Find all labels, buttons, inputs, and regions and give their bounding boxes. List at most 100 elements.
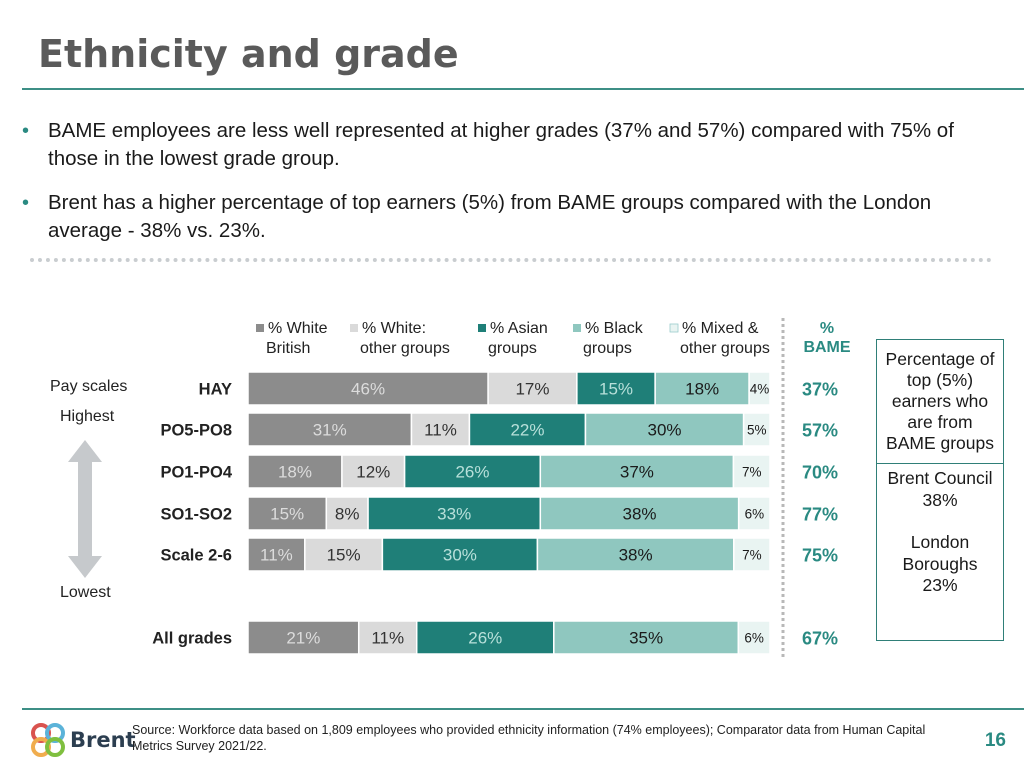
legend-label-mixed: % Mixed & bbox=[682, 320, 759, 337]
bar-segment-asian bbox=[367, 496, 542, 531]
stacked-bar-chart: % White British % White: other groups % Asia… bbox=[0, 300, 1024, 680]
bame-percent-value: 57% bbox=[802, 421, 838, 441]
bar-label-white-other: 11% bbox=[371, 629, 404, 648]
bar-label-white-british: 46% bbox=[351, 380, 385, 399]
legend-swatch-white-british bbox=[256, 324, 264, 332]
bar-segment-white-british bbox=[247, 620, 360, 655]
category-label: PO1-PO4 bbox=[160, 464, 232, 482]
double-arrow-icon bbox=[68, 440, 102, 578]
bar-label-white-british: 18% bbox=[278, 463, 312, 482]
legend-swatch-mixed bbox=[669, 323, 679, 333]
bar-label-mixed: 7% bbox=[742, 548, 762, 563]
bar-segment-white-other bbox=[487, 371, 578, 406]
bar-segment-white-other bbox=[304, 537, 384, 572]
bar-label-mixed: 5% bbox=[747, 423, 767, 438]
bar-label-white-other: 12% bbox=[356, 463, 390, 482]
bar-segment-asian bbox=[381, 537, 539, 572]
bar-segment-asian bbox=[403, 454, 542, 489]
legend-label-asian-line2: groups bbox=[488, 340, 537, 357]
bar-segment-asian bbox=[415, 620, 555, 655]
bar-label-white-other: 15% bbox=[327, 546, 361, 565]
bar-label-asian: 26% bbox=[468, 629, 502, 648]
bar-segment-black bbox=[539, 496, 740, 531]
bar-label-asian: 30% bbox=[443, 546, 477, 565]
brent-logo: Brent bbox=[30, 722, 136, 758]
brent-logo-text: Brent bbox=[70, 728, 136, 752]
bar-segment-mixed bbox=[732, 454, 771, 489]
bar-segment-black bbox=[536, 537, 735, 572]
bullet-dot-icon: • bbox=[22, 192, 30, 214]
legend-label-white-british-line2: British bbox=[266, 340, 310, 357]
bullet-item: • Brent has a higher percentage of top e… bbox=[22, 189, 1002, 245]
bar-label-black: 38% bbox=[619, 546, 653, 565]
london-value: 23% bbox=[922, 575, 958, 595]
category-label: SO1-SO2 bbox=[160, 506, 232, 524]
bullet-text: Brent has a higher percentage of top ear… bbox=[48, 191, 932, 242]
bame-percent-value: 70% bbox=[802, 463, 838, 483]
category-label: Scale 2-6 bbox=[160, 547, 232, 565]
bar-label-black: 35% bbox=[629, 629, 663, 648]
category-label: PO5-PO8 bbox=[160, 422, 232, 440]
bullet-text: BAME employees are less well represented… bbox=[48, 119, 954, 170]
brent-value: 38% bbox=[922, 489, 958, 510]
bar-segment-mixed bbox=[748, 371, 771, 406]
top-earners-box: Percentage of top (5%) earners who are f… bbox=[876, 339, 1004, 641]
category-label: HAY bbox=[199, 381, 232, 399]
bar-label-white-other: 8% bbox=[335, 505, 360, 524]
highest-label: Highest bbox=[60, 408, 115, 425]
dotted-divider bbox=[30, 258, 992, 262]
bame-percent-value: 77% bbox=[802, 505, 838, 525]
bar-segment-black bbox=[553, 620, 740, 655]
bame-percent-value: 37% bbox=[802, 380, 838, 400]
bar-label-asian: 22% bbox=[510, 421, 544, 440]
bame-percent-value: 75% bbox=[802, 546, 838, 566]
bar-label-black: 18% bbox=[685, 380, 719, 399]
footer-divider bbox=[22, 708, 1024, 710]
title-divider bbox=[22, 88, 1024, 90]
london-label: London Boroughs bbox=[902, 532, 978, 574]
bar-label-asian: 33% bbox=[437, 505, 471, 524]
brent-logo-icon bbox=[31, 723, 65, 757]
legend-swatch-asian bbox=[478, 324, 486, 332]
bar-segment-black bbox=[584, 412, 745, 447]
page-number: 16 bbox=[984, 730, 1006, 751]
bar-label-white-british: 31% bbox=[313, 421, 347, 440]
category-label: All grades bbox=[152, 630, 232, 648]
legend-swatch-white-other bbox=[350, 324, 358, 332]
bar-segment-white-british bbox=[247, 371, 489, 406]
legend-swatch-black bbox=[573, 324, 581, 332]
bar-segment-white-other bbox=[410, 412, 471, 447]
bar-label-black: 30% bbox=[648, 421, 682, 440]
bar-label-white-british: 11% bbox=[260, 546, 293, 565]
bar-label-black: 37% bbox=[620, 463, 654, 482]
bullet-dot-icon: • bbox=[22, 120, 30, 142]
bar-segment-white-british bbox=[247, 496, 328, 531]
legend-label-white-other: % White: bbox=[362, 320, 426, 337]
bar-segment-mixed bbox=[742, 412, 771, 447]
legend-label-black: % Black bbox=[585, 320, 644, 337]
bar-label-white-british: 21% bbox=[286, 629, 320, 648]
chart-svg: % White British % White: other groups % Asia… bbox=[152, 318, 851, 658]
bar-segment-white-british bbox=[247, 454, 343, 489]
bar-label-white-other: 17% bbox=[515, 380, 549, 399]
bame-header-line2: BAME bbox=[803, 339, 850, 356]
lowest-label: Lowest bbox=[60, 584, 111, 601]
bar-segment-mixed bbox=[737, 620, 771, 655]
top-earners-values: Brent Council 38% London Boroughs 23% bbox=[877, 464, 1003, 597]
bar-segment-mixed bbox=[737, 496, 771, 531]
bame-header-line1: % bbox=[820, 320, 834, 337]
bar-label-asian: 15% bbox=[599, 380, 633, 399]
bar-label-white-other: 11% bbox=[424, 421, 457, 440]
bar-segment-asian bbox=[576, 371, 656, 406]
brent-label: Brent Council bbox=[887, 468, 993, 488]
pay-scales-label: Pay scales bbox=[50, 378, 128, 395]
bar-label-mixed: 7% bbox=[742, 465, 762, 480]
legend-label-white-british: % White bbox=[268, 320, 328, 337]
bar-label-white-british: 15% bbox=[270, 505, 304, 524]
bame-percent-value: 67% bbox=[802, 629, 838, 649]
bullet-list: • BAME employees are less well represent… bbox=[22, 117, 1002, 261]
legend-label-black-line2: groups bbox=[583, 340, 632, 357]
legend-label-white-other-line2: other groups bbox=[360, 340, 450, 357]
top-earners-heading: Percentage of top (5%) earners who are f… bbox=[877, 340, 1003, 464]
bar-label-mixed: 4% bbox=[750, 382, 770, 397]
